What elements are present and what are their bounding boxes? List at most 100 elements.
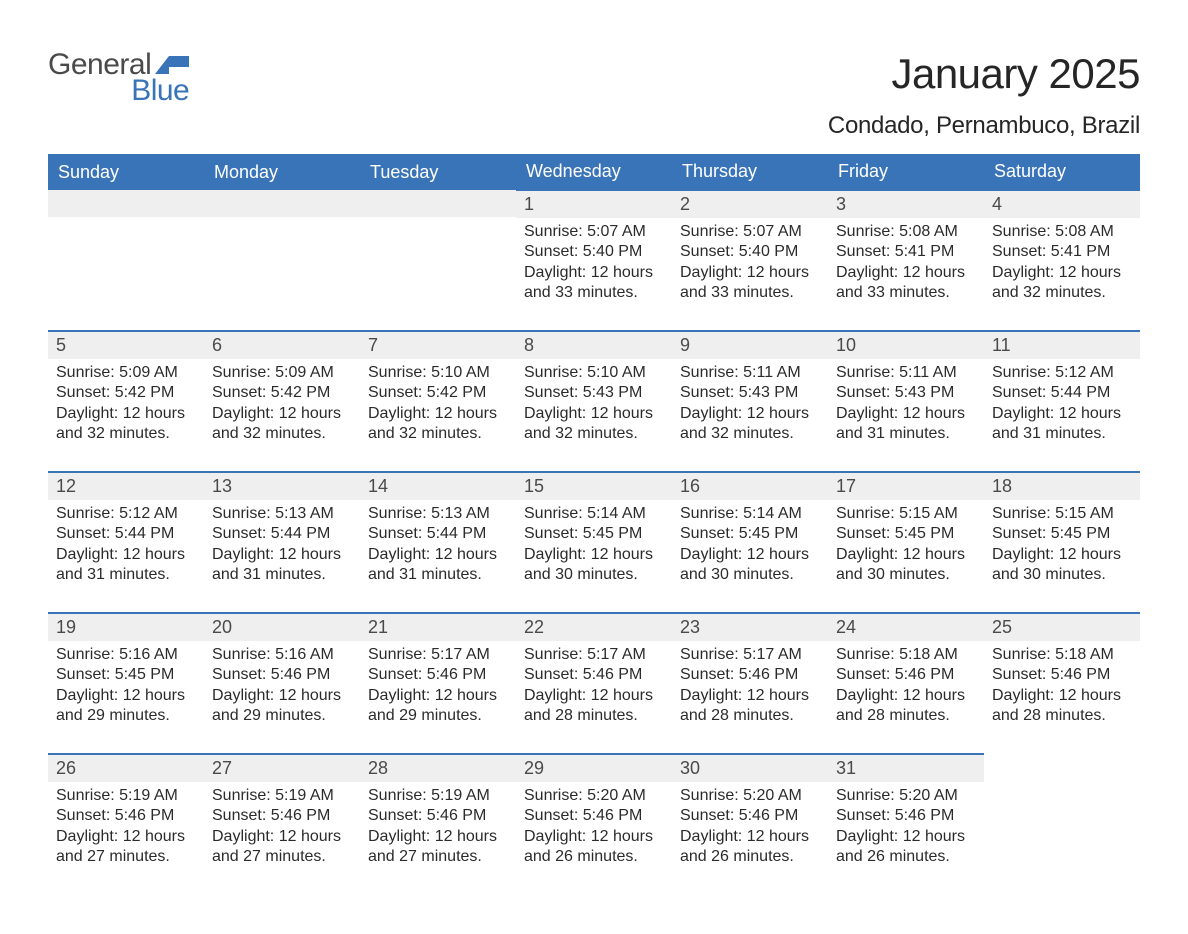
day-number: 17 [828,473,984,500]
day-details: Sunrise: 5:07 AMSunset: 5:40 PMDaylight:… [516,218,672,312]
day-number: 19 [48,614,204,641]
sunset-text: Sunset: 5:41 PM [992,242,1132,262]
sunset-text: Sunset: 5:46 PM [836,665,976,685]
day-number: 20 [204,614,360,641]
sunset-text: Sunset: 5:43 PM [680,383,820,403]
sunrise-text: Sunrise: 5:13 AM [212,504,352,524]
weekday-header: Saturday [984,154,1140,190]
sunset-text: Sunset: 5:45 PM [836,524,976,544]
day-number: 11 [984,332,1140,359]
sunset-text: Sunset: 5:42 PM [368,383,508,403]
sunset-text: Sunset: 5:44 PM [992,383,1132,403]
sunrise-text: Sunrise: 5:08 AM [836,222,976,242]
day-number: 3 [828,191,984,218]
daylight-text: Daylight: 12 hours and 28 minutes. [524,686,664,727]
day-details: Sunrise: 5:19 AMSunset: 5:46 PMDaylight:… [48,782,204,876]
weekday-header: Friday [828,154,984,190]
daylight-text: Daylight: 12 hours and 29 minutes. [368,686,508,727]
sunset-text: Sunset: 5:46 PM [368,665,508,685]
sunset-text: Sunset: 5:40 PM [524,242,664,262]
day-details: Sunrise: 5:14 AMSunset: 5:45 PMDaylight:… [672,500,828,594]
calendar-cell [984,754,1140,894]
calendar-table: Sunday Monday Tuesday Wednesday Thursday… [48,154,1140,894]
sunset-text: Sunset: 5:42 PM [56,383,196,403]
day-details: Sunrise: 5:08 AMSunset: 5:41 PMDaylight:… [828,218,984,312]
day-details: Sunrise: 5:07 AMSunset: 5:40 PMDaylight:… [672,218,828,312]
calendar-cell: 23Sunrise: 5:17 AMSunset: 5:46 PMDayligh… [672,613,828,754]
calendar-cell: 27Sunrise: 5:19 AMSunset: 5:46 PMDayligh… [204,754,360,894]
calendar-cell: 8Sunrise: 5:10 AMSunset: 5:43 PMDaylight… [516,331,672,472]
daylight-text: Daylight: 12 hours and 32 minutes. [524,404,664,445]
empty-day-strip [204,190,360,217]
day-number: 23 [672,614,828,641]
daylight-text: Daylight: 12 hours and 26 minutes. [524,827,664,868]
calendar-cell: 1Sunrise: 5:07 AMSunset: 5:40 PMDaylight… [516,190,672,331]
day-details: Sunrise: 5:12 AMSunset: 5:44 PMDaylight:… [984,359,1140,453]
calendar-cell: 29Sunrise: 5:20 AMSunset: 5:46 PMDayligh… [516,754,672,894]
sunrise-text: Sunrise: 5:14 AM [680,504,820,524]
sunrise-text: Sunrise: 5:19 AM [368,786,508,806]
weekday-header: Tuesday [360,154,516,190]
calendar-week-row: 12Sunrise: 5:12 AMSunset: 5:44 PMDayligh… [48,472,1140,613]
daylight-text: Daylight: 12 hours and 31 minutes. [368,545,508,586]
day-number: 13 [204,473,360,500]
calendar-week-row: 19Sunrise: 5:16 AMSunset: 5:45 PMDayligh… [48,613,1140,754]
sunset-text: Sunset: 5:40 PM [680,242,820,262]
sunrise-text: Sunrise: 5:14 AM [524,504,664,524]
day-details: Sunrise: 5:10 AMSunset: 5:43 PMDaylight:… [516,359,672,453]
title-block: January 2025 Condado, Pernambuco, Brazil [828,50,1140,140]
sunrise-text: Sunrise: 5:17 AM [368,645,508,665]
calendar-cell: 4Sunrise: 5:08 AMSunset: 5:41 PMDaylight… [984,190,1140,331]
weekday-header: Monday [204,154,360,190]
calendar-cell [48,190,204,331]
day-details: Sunrise: 5:20 AMSunset: 5:46 PMDaylight:… [828,782,984,876]
sunrise-text: Sunrise: 5:10 AM [524,363,664,383]
sunset-text: Sunset: 5:45 PM [524,524,664,544]
day-number: 27 [204,755,360,782]
logo-word-2: Blue [48,76,189,106]
sunrise-text: Sunrise: 5:07 AM [680,222,820,242]
day-details: Sunrise: 5:09 AMSunset: 5:42 PMDaylight:… [48,359,204,453]
daylight-text: Daylight: 12 hours and 31 minutes. [56,545,196,586]
sunset-text: Sunset: 5:42 PM [212,383,352,403]
calendar-cell: 21Sunrise: 5:17 AMSunset: 5:46 PMDayligh… [360,613,516,754]
day-details: Sunrise: 5:08 AMSunset: 5:41 PMDaylight:… [984,218,1140,312]
calendar-cell: 30Sunrise: 5:20 AMSunset: 5:46 PMDayligh… [672,754,828,894]
sunrise-text: Sunrise: 5:11 AM [836,363,976,383]
day-number: 24 [828,614,984,641]
day-details: Sunrise: 5:10 AMSunset: 5:42 PMDaylight:… [360,359,516,453]
calendar-cell: 20Sunrise: 5:16 AMSunset: 5:46 PMDayligh… [204,613,360,754]
sunset-text: Sunset: 5:46 PM [836,806,976,826]
calendar-cell [360,190,516,331]
sunrise-text: Sunrise: 5:15 AM [992,504,1132,524]
sunrise-text: Sunrise: 5:15 AM [836,504,976,524]
daylight-text: Daylight: 12 hours and 32 minutes. [368,404,508,445]
calendar-week-row: 1Sunrise: 5:07 AMSunset: 5:40 PMDaylight… [48,190,1140,331]
month-title: January 2025 [828,50,1140,98]
daylight-text: Daylight: 12 hours and 27 minutes. [56,827,196,868]
daylight-text: Daylight: 12 hours and 29 minutes. [212,686,352,727]
sunrise-text: Sunrise: 5:12 AM [992,363,1132,383]
day-details: Sunrise: 5:16 AMSunset: 5:46 PMDaylight:… [204,641,360,735]
sunset-text: Sunset: 5:41 PM [836,242,976,262]
sunrise-text: Sunrise: 5:20 AM [836,786,976,806]
daylight-text: Daylight: 12 hours and 32 minutes. [680,404,820,445]
sunset-text: Sunset: 5:46 PM [524,806,664,826]
daylight-text: Daylight: 12 hours and 30 minutes. [524,545,664,586]
sunrise-text: Sunrise: 5:08 AM [992,222,1132,242]
calendar-cell: 5Sunrise: 5:09 AMSunset: 5:42 PMDaylight… [48,331,204,472]
day-details: Sunrise: 5:18 AMSunset: 5:46 PMDaylight:… [984,641,1140,735]
day-details: Sunrise: 5:15 AMSunset: 5:45 PMDaylight:… [984,500,1140,594]
weekday-header: Sunday [48,154,204,190]
daylight-text: Daylight: 12 hours and 33 minutes. [680,263,820,304]
day-details: Sunrise: 5:14 AMSunset: 5:45 PMDaylight:… [516,500,672,594]
calendar-cell: 31Sunrise: 5:20 AMSunset: 5:46 PMDayligh… [828,754,984,894]
day-number: 31 [828,755,984,782]
daylight-text: Daylight: 12 hours and 29 minutes. [56,686,196,727]
day-number: 4 [984,191,1140,218]
day-details: Sunrise: 5:20 AMSunset: 5:46 PMDaylight:… [672,782,828,876]
day-details: Sunrise: 5:19 AMSunset: 5:46 PMDaylight:… [360,782,516,876]
empty-day-strip [360,190,516,217]
sunrise-text: Sunrise: 5:17 AM [680,645,820,665]
sunset-text: Sunset: 5:46 PM [680,806,820,826]
